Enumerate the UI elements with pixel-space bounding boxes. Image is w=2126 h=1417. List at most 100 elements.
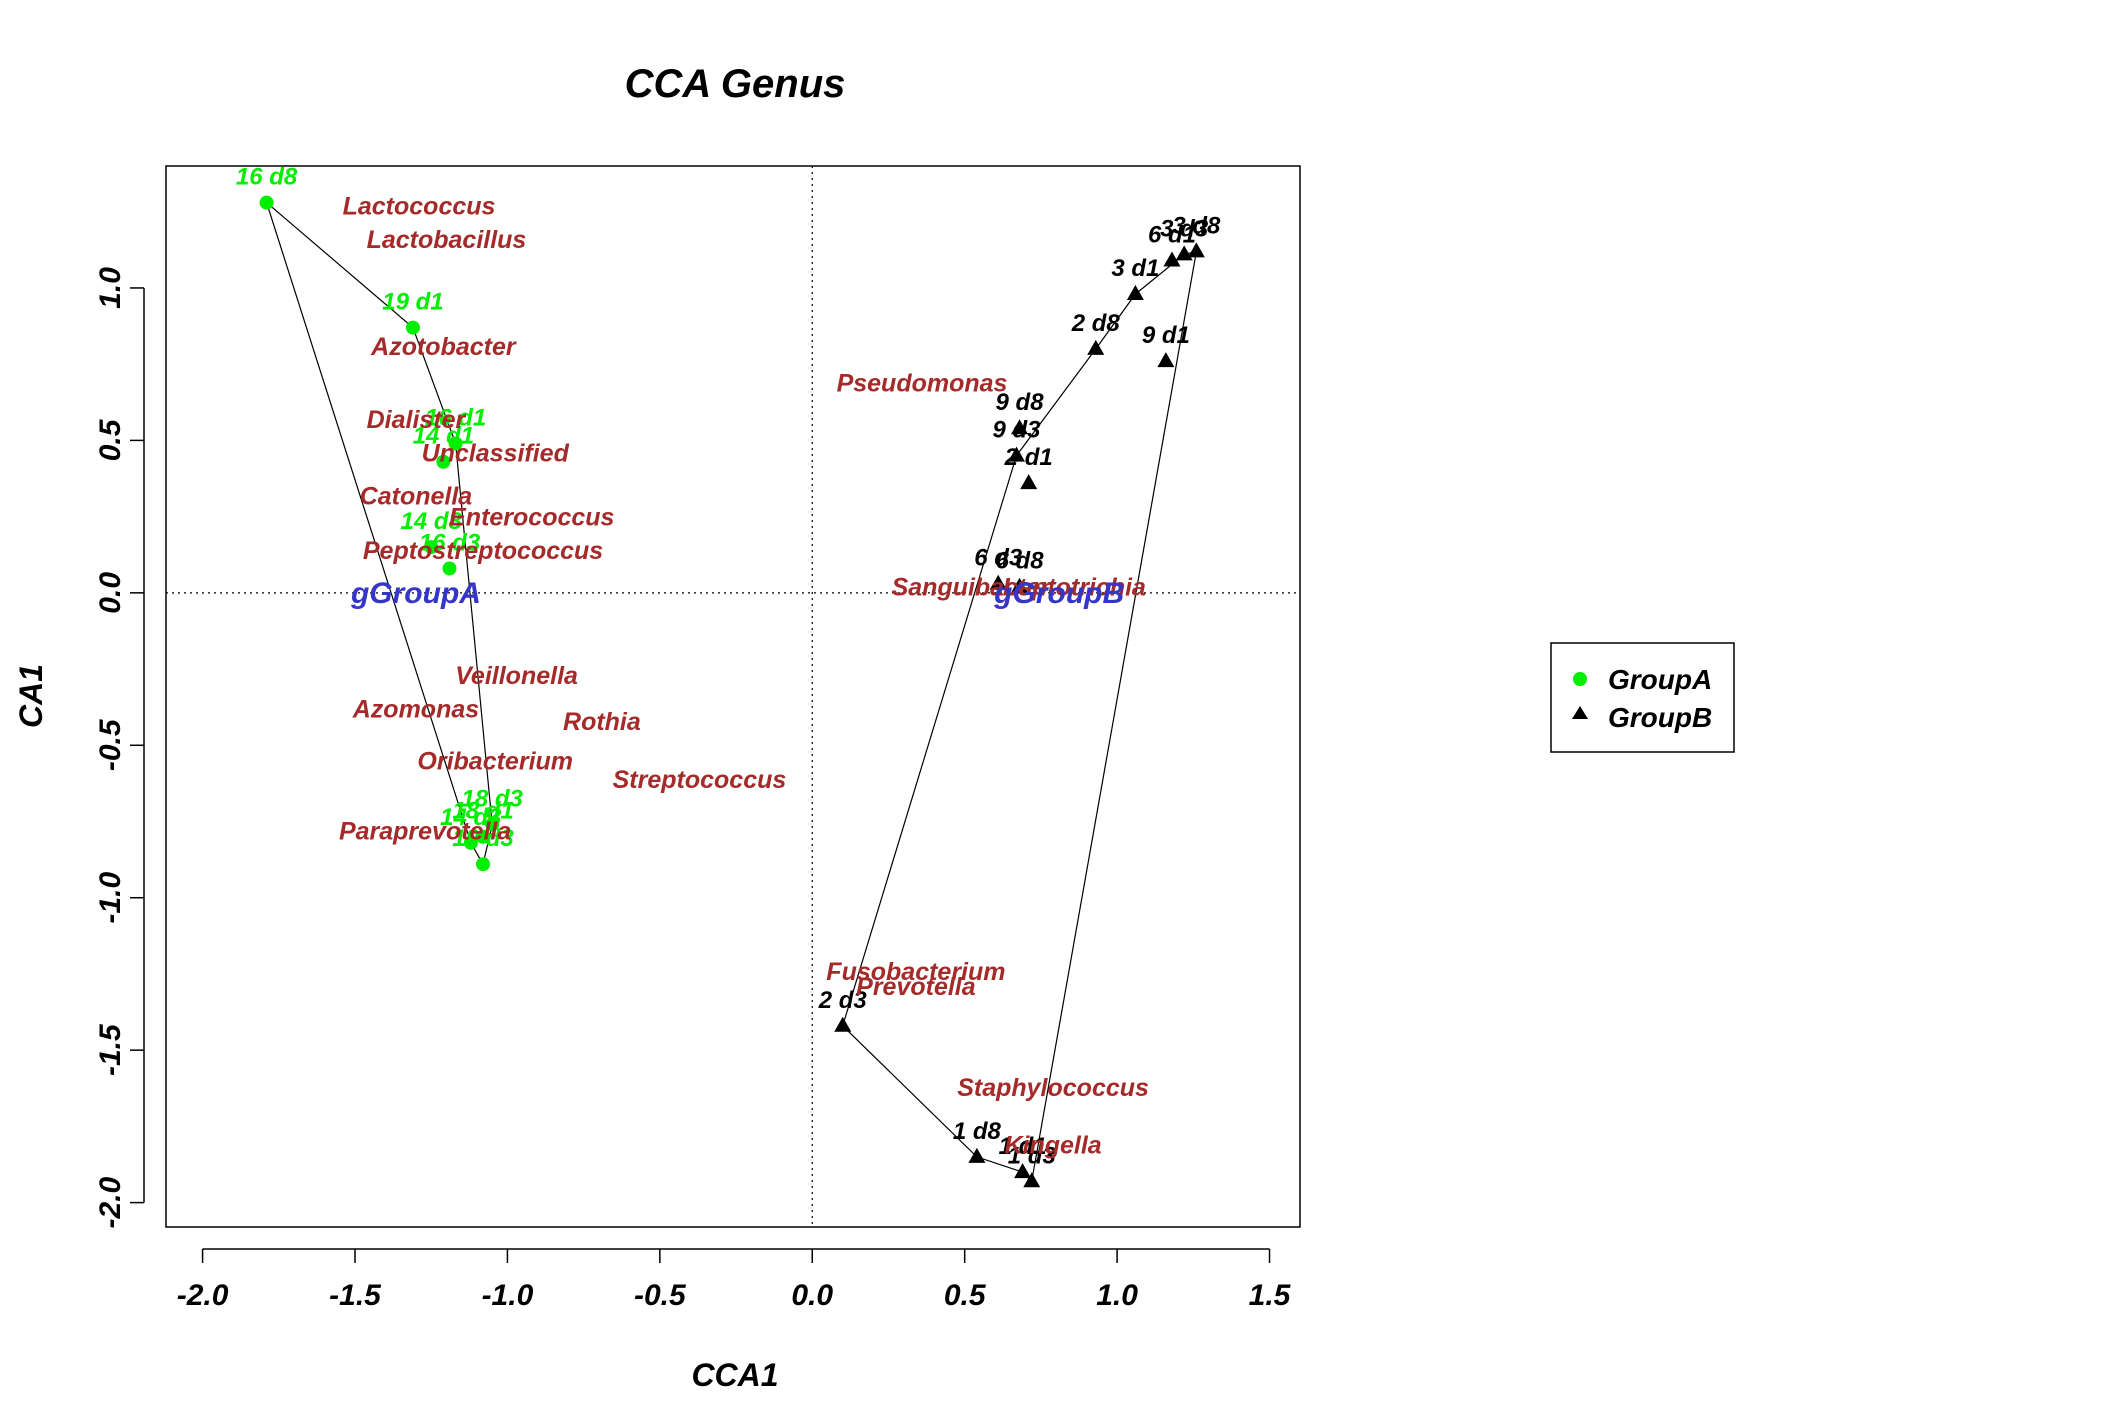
point-label-3-d3: 3 d3: [1160, 215, 1209, 242]
taxon-streptococcus: Streptococcus: [613, 766, 787, 794]
point-16-d3: [442, 561, 457, 576]
x-tick-label: -1.0: [482, 1279, 534, 1312]
point-label-2-d3: 2 d3: [818, 987, 868, 1014]
taxon-kingella: Kingella: [1004, 1132, 1101, 1160]
point-label-6-d8: 6 d8: [996, 548, 1045, 575]
taxon-azotobacter: Azotobacter: [370, 333, 517, 361]
taxon-leptotrichia: Leptotrichia: [1003, 574, 1146, 602]
taxon-oribacterium: Oribacterium: [417, 748, 573, 776]
x-tick-label: -1.5: [329, 1279, 382, 1312]
point-label-1-d3: 1 d3: [1008, 1142, 1057, 1169]
taxon-unclassified: Unclassified: [422, 440, 570, 468]
taxon-sanguibacter: Sanguibacter: [892, 574, 1052, 602]
point-label-14-d1: 14 d1: [413, 423, 474, 450]
y-tick-label: -1.5: [94, 1023, 127, 1076]
point-label-16-d8: 16 d8: [236, 164, 298, 191]
legend-marker-groupa: [1573, 672, 1587, 686]
point-2-d1: [1020, 474, 1038, 490]
x-tick-label: 0.0: [791, 1279, 833, 1312]
taxon-dialister: Dialister: [367, 406, 467, 434]
point-19-d1: [405, 320, 420, 335]
point-label-6-d3: 6 d3: [974, 545, 1023, 572]
x-tick-label: 1.5: [1249, 1279, 1292, 1312]
x-tick-label: 0.5: [944, 1279, 987, 1312]
point-19-d3: [476, 857, 491, 872]
point-1-d8: [968, 1147, 986, 1163]
point-9-d1: [1157, 352, 1175, 368]
point-label-9-d8: 9 d8: [996, 389, 1045, 416]
y-tick-label: -2.0: [94, 1176, 127, 1228]
point-label-9-d3: 9 d3: [992, 417, 1041, 444]
y-tick-label: 0.5: [94, 418, 127, 461]
point-16-d1: [448, 436, 463, 451]
point-label-2-d1: 2 d1: [1004, 444, 1053, 471]
point-14-d3: [463, 835, 478, 850]
taxon-prevotella: Prevotella: [856, 973, 976, 1001]
taxon-pseudomonas: Pseudomonas: [837, 369, 1008, 397]
point-label-19-d1: 19 d1: [382, 289, 443, 316]
y-tick-label: -0.5: [94, 718, 127, 771]
taxon-peptostreptococcus: Peptostreptococcus: [363, 537, 603, 565]
point-label-3-d8: 3 d8: [1172, 212, 1221, 239]
point-9-d8: [1011, 419, 1029, 435]
point-6-d3: [989, 574, 1007, 590]
point-2-d8: [1087, 339, 1105, 355]
point-14-d8: [424, 540, 439, 555]
point-label-1-d8: 1 d8: [953, 1118, 1002, 1145]
y-tick-label: 0.0: [94, 572, 127, 614]
point-label-3-d1: 3 d1: [1111, 255, 1159, 282]
point-label-2-d8: 2 d8: [1071, 310, 1121, 337]
legend-label-groupb: GroupB: [1608, 702, 1712, 733]
point-14-d1: [436, 454, 451, 469]
taxon-fusobacterium: Fusobacterium: [826, 958, 1005, 986]
taxon-paraprevotella: Paraprevotella: [339, 818, 511, 846]
centroid-ggroupa: gGroupA: [350, 577, 481, 610]
point-1-d3: [1023, 1172, 1041, 1188]
taxon-enterococcus: Enterococcus: [449, 504, 614, 532]
taxon-staphylococcus: Staphylococcus: [957, 1074, 1149, 1102]
plot-frame: [165, 165, 1301, 1228]
x-axis-title: CCA1: [691, 1357, 778, 1393]
legend: GroupA GroupB: [1550, 642, 1735, 753]
y-axis-title: CA1: [13, 664, 49, 728]
taxon-veillonella: Veillonella: [455, 662, 578, 690]
point-18-d3: [485, 817, 500, 832]
x-axis: -2.0 -1.5 -1.0 -0.5 0.0 0.5 1.0 1.5: [177, 1248, 1292, 1312]
y-axis: -2.0 -1.5 -1.0 -0.5 0.0 0.5 1.0: [94, 267, 145, 1228]
point-16-d8: [259, 195, 274, 210]
point-label-18-d3: 18 d3: [461, 786, 523, 813]
taxon-lactococcus: Lactococcus: [343, 193, 496, 221]
legend-box: [1550, 642, 1735, 753]
y-tick-label: -1.0: [94, 872, 127, 924]
taxon-rothia: Rothia: [563, 708, 641, 736]
point-3-d8: [1187, 242, 1205, 258]
y-tick-label: 1.0: [94, 267, 127, 309]
point-3-d1: [1126, 285, 1144, 301]
point-label-16-d3: 16 d3: [419, 529, 481, 556]
point-label-6-d1: 6 d1: [1148, 222, 1196, 249]
centroid-ggroupb: gGroupB: [993, 577, 1124, 610]
x-tick-label: 1.0: [1096, 1279, 1138, 1312]
point-18-d1: [476, 829, 491, 844]
point-label-9-d1: 9 d1: [1142, 322, 1190, 349]
taxon-catonella: Catonella: [360, 482, 473, 510]
group-centroids: gGroupA gGroupB: [350, 577, 1124, 610]
point-2-d3: [834, 1016, 852, 1032]
taxon-labels: Lactococcus Lactobacillus Azotobacter Diali…: [339, 193, 1149, 1160]
point-label-19-d3: 19 d3: [452, 825, 514, 852]
point-label-14-d3: 14 d3: [440, 804, 502, 831]
chart-title: CCA Genus: [625, 62, 846, 106]
legend-label-groupa: GroupA: [1608, 664, 1712, 695]
taxon-azomonas: Azomonas: [352, 696, 480, 724]
taxon-lactobacillus: Lactobacillus: [367, 226, 527, 254]
point-6-d8: [1011, 577, 1029, 593]
legend-marker-groupb: [1572, 706, 1588, 719]
point-label-16-d1: 16 d1: [425, 404, 486, 431]
point-3-d3: [1175, 245, 1193, 261]
point-label-18-d1: 18 d1: [452, 798, 513, 825]
x-tick-label: -2.0: [177, 1279, 229, 1312]
x-tick-label: -0.5: [634, 1279, 687, 1312]
point-6-d1: [1163, 251, 1181, 267]
